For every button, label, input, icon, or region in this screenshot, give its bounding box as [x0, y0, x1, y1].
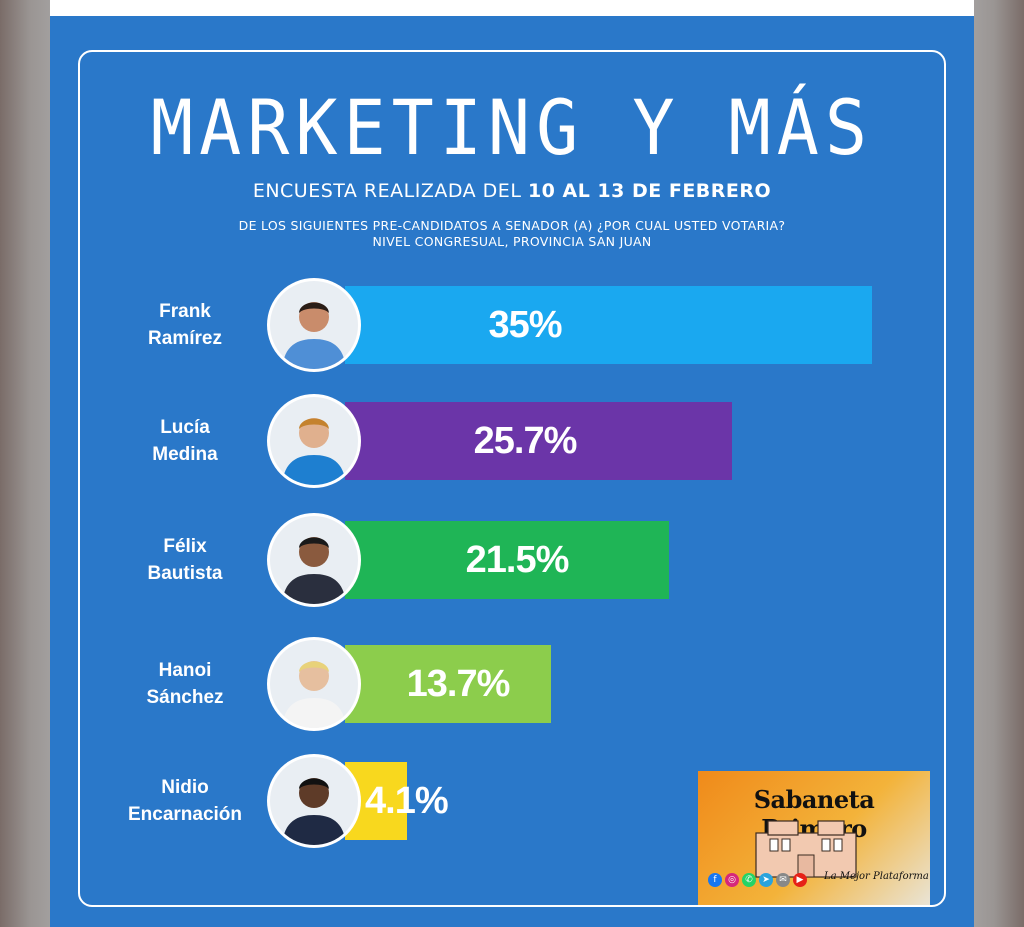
youtube-icon: ▶ — [793, 873, 807, 887]
candidate-name: Félix Bautista — [100, 533, 270, 587]
candidate-name-line: Sánchez — [146, 687, 224, 708]
email-icon: ✉ — [776, 873, 790, 887]
bar-value-label: 21.5% — [465, 539, 570, 581]
facebook-icon: f — [708, 873, 722, 887]
candidate-name: Lucía Medina — [100, 414, 270, 468]
survey-prefix: ENCUESTA REALIZADA DEL — [252, 180, 528, 202]
candidate-photo — [270, 397, 358, 485]
survey-question: DE LOS SIGUIENTES PRE-CANDIDATOS A SENAD… — [0, 218, 1024, 250]
candidate-name-line: Medina — [152, 444, 218, 465]
candidate-name: Nidio Encarnación — [100, 774, 270, 828]
candidate-name-line: Hanoi — [158, 660, 212, 681]
telegram-icon: ➤ — [759, 873, 773, 887]
candidate-name-line: Encarnación — [127, 804, 243, 825]
instagram-icon: ◎ — [725, 873, 739, 887]
candidate-name-line: Bautista — [147, 563, 223, 584]
left-background — [0, 0, 50, 927]
infographic-frame — [78, 50, 946, 907]
question-line-2: NIVEL CONGRESUAL, PROVINCIA SAN JUAN — [372, 234, 652, 249]
bar — [345, 645, 551, 723]
building-icon — [755, 820, 857, 878]
candidate-name: Frank Ramírez — [100, 298, 270, 352]
bar-value-label: 13.7% — [406, 663, 511, 705]
candidate-name-line: Félix — [163, 536, 207, 557]
candidate-name: Hanoi Sánchez — [100, 657, 270, 711]
survey-date-range: 10 AL 13 DE FEBRERO — [527, 180, 772, 202]
candidate-name-line: Ramírez — [148, 328, 222, 349]
candidate-photo — [270, 281, 358, 369]
top-strip — [50, 0, 974, 16]
right-background — [974, 0, 1024, 927]
whatsapp-icon: ✆ — [742, 873, 756, 887]
social-icons: f ◎ ✆ ➤ ✉ ▶ — [708, 872, 807, 888]
candidate-name-line: Frank — [159, 301, 211, 322]
candidate-name-line: Lucía — [160, 417, 210, 438]
candidate-photo — [270, 757, 358, 845]
bar — [345, 286, 872, 364]
bar — [345, 402, 732, 480]
bar-value-label: 25.7% — [473, 420, 578, 462]
candidate-photo — [270, 516, 358, 604]
bar-value-label: 35% — [488, 304, 562, 346]
bar — [345, 521, 669, 599]
question-line-1: DE LOS SIGUIENTES PRE-CANDIDATOS A SENAD… — [238, 218, 786, 233]
survey-dates: ENCUESTA REALIZADA DEL 10 AL 13 DE FEBRE… — [0, 180, 1024, 202]
watermark-tagline: La Mejor Plataforma — [824, 871, 929, 882]
candidate-photo — [270, 640, 358, 728]
bar-value-label: 4.1% — [365, 780, 449, 822]
brand-title: MARKETING Y MÁS — [150, 83, 874, 173]
candidate-name-line: Nidio — [161, 777, 209, 798]
watermark-logo: Sabaneta Primero f ◎ ✆ ➤ ✉ ▶ La Mejor Platafo… — [698, 771, 930, 905]
